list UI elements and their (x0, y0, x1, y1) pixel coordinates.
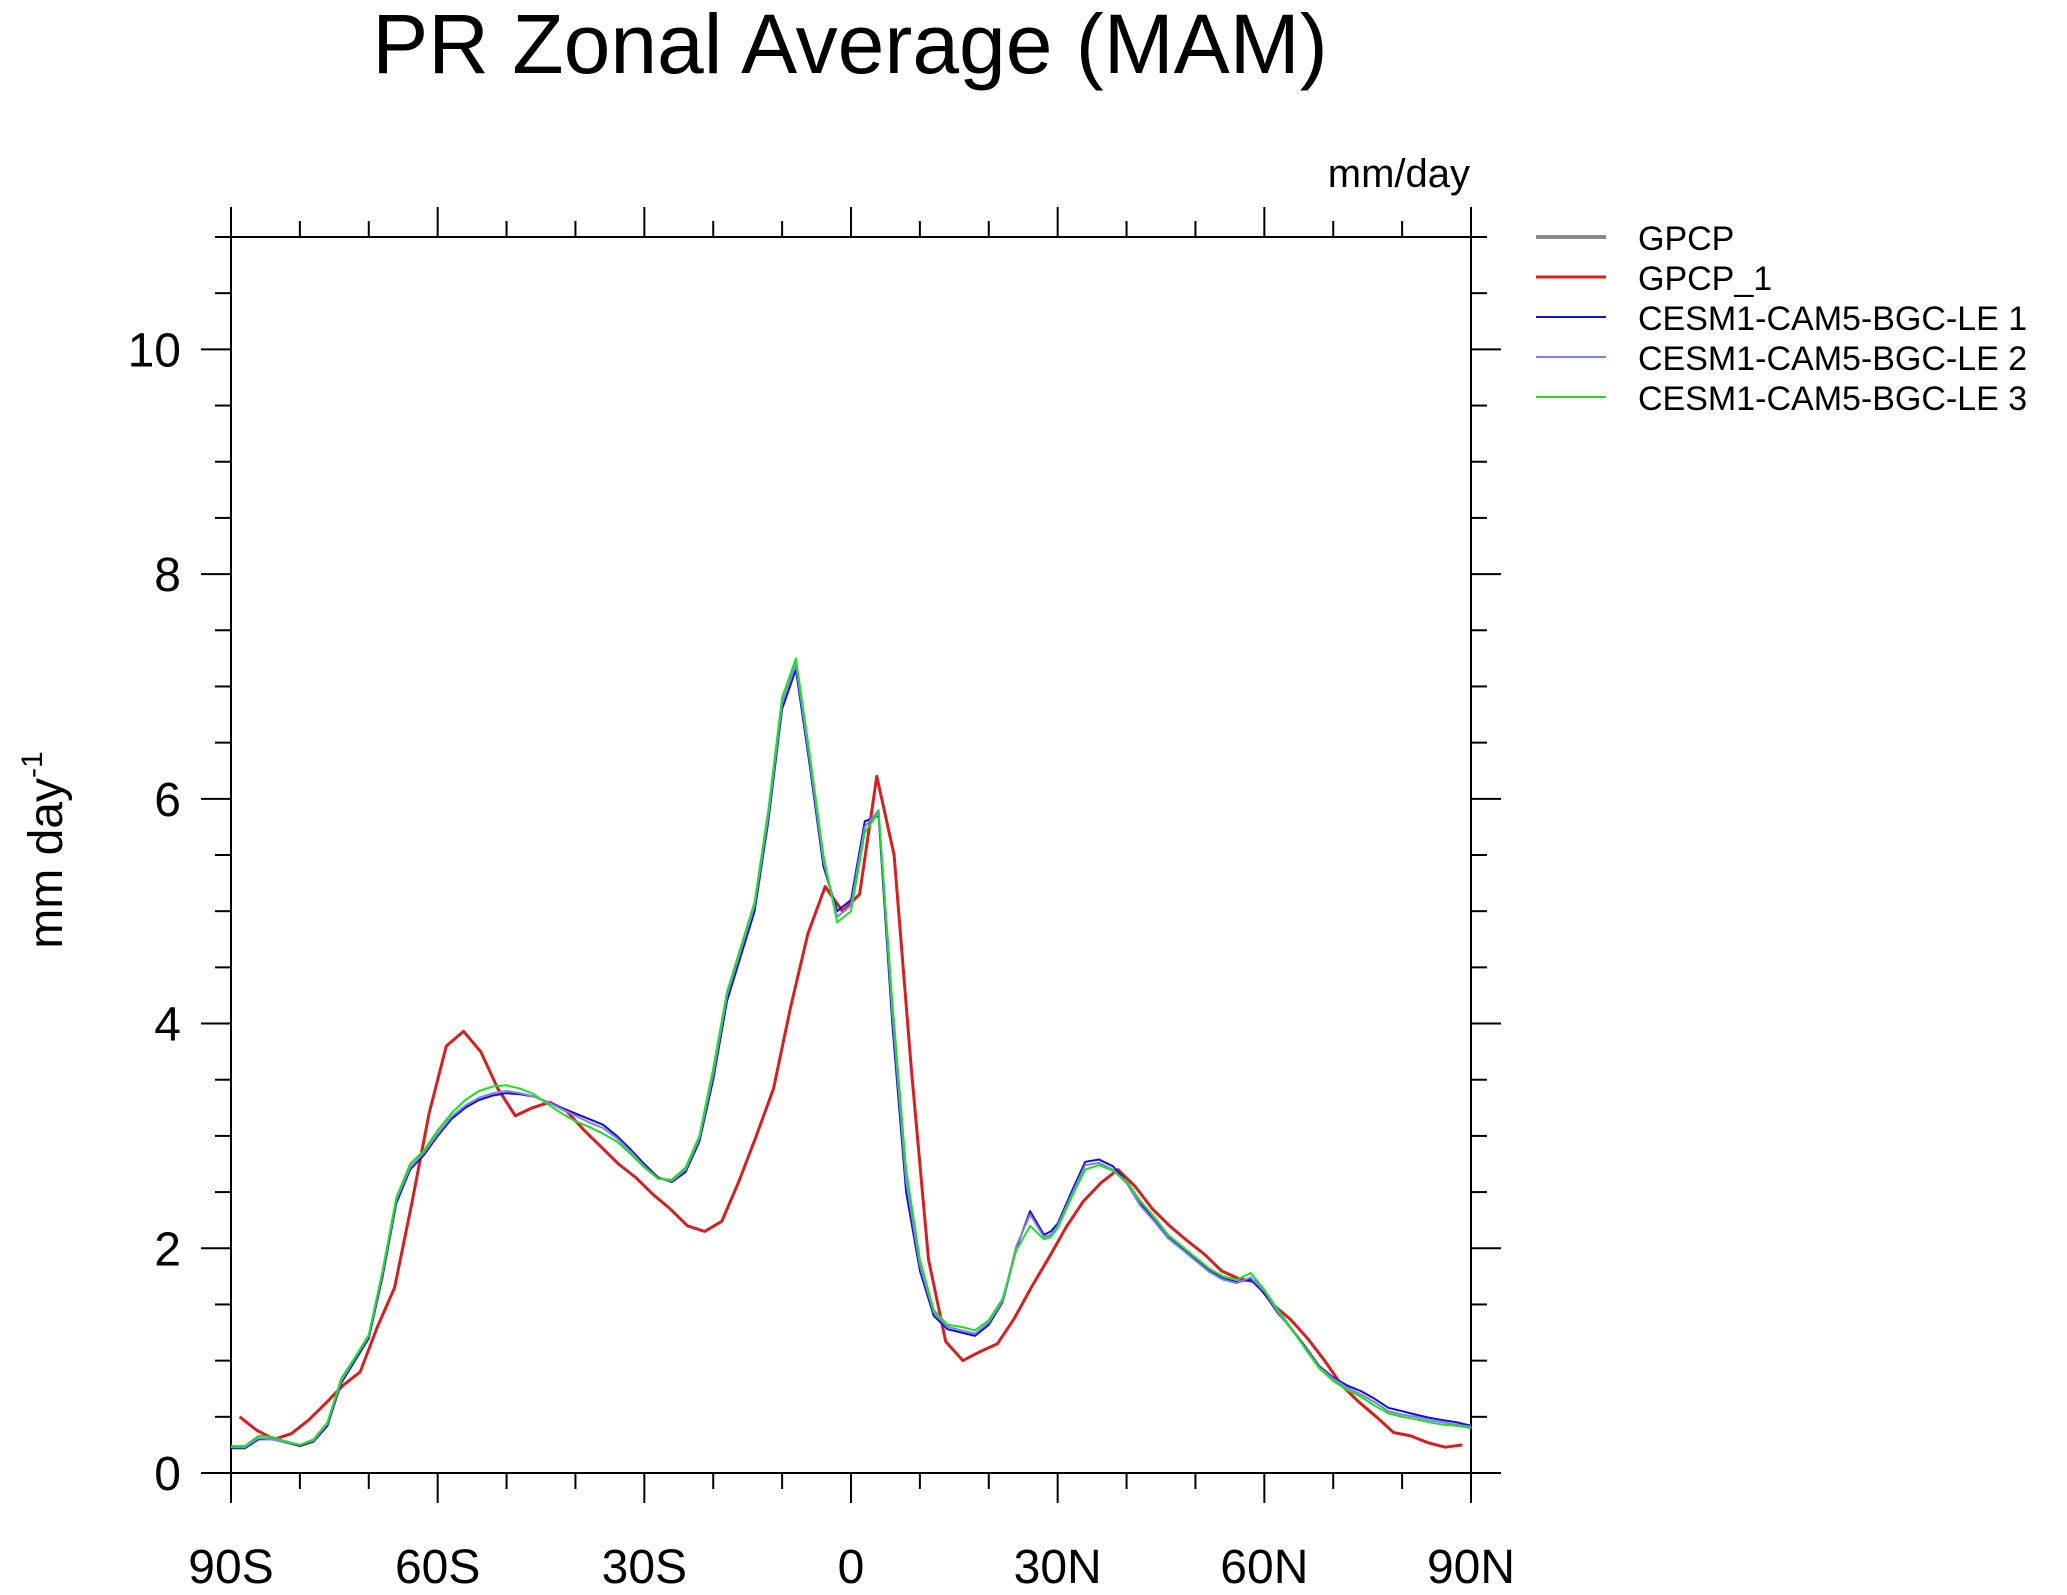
plot-frame (230, 236, 1472, 1474)
x-tick-label: 60N (1220, 1541, 1308, 1594)
series-line (231, 657, 1472, 1447)
legend-label: GPCP_1 (1638, 260, 1772, 298)
y-tick-label: 10 (128, 324, 181, 377)
x-tick-label: 0 (838, 1541, 865, 1594)
y-tick-label: 8 (154, 549, 181, 602)
series-line (231, 668, 1472, 1450)
x-tick-label: 90N (1427, 1541, 1515, 1594)
y-axis-label: mm day-1 (16, 751, 73, 948)
y-tick-label: 0 (154, 1448, 181, 1501)
legend-label: CESM1-CAM5-BGC-LE 1 (1638, 300, 2027, 338)
y-tick-label: 6 (154, 774, 181, 827)
y-axis-label-main: mm day (20, 778, 73, 949)
series-line (238, 774, 1463, 1449)
y-tick-label: 4 (154, 999, 181, 1052)
legend-label: CESM1-CAM5-BGC-LE 2 (1638, 340, 2027, 378)
chart-title: PR Zonal Average (MAM) (372, 0, 1327, 91)
y-tick-label: 2 (154, 1223, 181, 1276)
x-tick-label: 30S (602, 1541, 687, 1594)
legend-label: CESM1-CAM5-BGC-LE 3 (1638, 380, 2027, 418)
series-line (231, 663, 1472, 1449)
x-tick-label: 30N (1014, 1541, 1102, 1594)
axis-ticks: 0 2 4 6 8 10 90S 60S 30S 0 30N 60N 90N (128, 207, 1515, 1594)
y-axis-label-exponent: -1 (16, 751, 49, 778)
series-lines (231, 657, 1472, 1450)
legend-label: GPCP (1638, 220, 1734, 258)
x-tick-label: 60S (395, 1541, 480, 1594)
units-label: mm/day (1328, 152, 1470, 196)
x-tick-label: 90S (188, 1541, 273, 1594)
